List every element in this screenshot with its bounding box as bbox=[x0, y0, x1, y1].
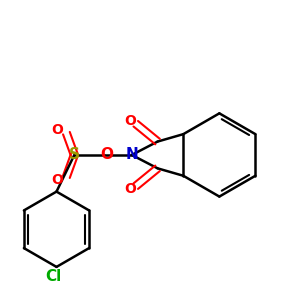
Text: O: O bbox=[100, 148, 113, 163]
Text: Cl: Cl bbox=[45, 269, 62, 284]
Text: O: O bbox=[52, 123, 63, 137]
Text: S: S bbox=[69, 148, 80, 163]
Text: O: O bbox=[52, 173, 63, 187]
Text: O: O bbox=[124, 182, 136, 196]
Text: N: N bbox=[125, 148, 138, 163]
Text: O: O bbox=[124, 114, 136, 128]
